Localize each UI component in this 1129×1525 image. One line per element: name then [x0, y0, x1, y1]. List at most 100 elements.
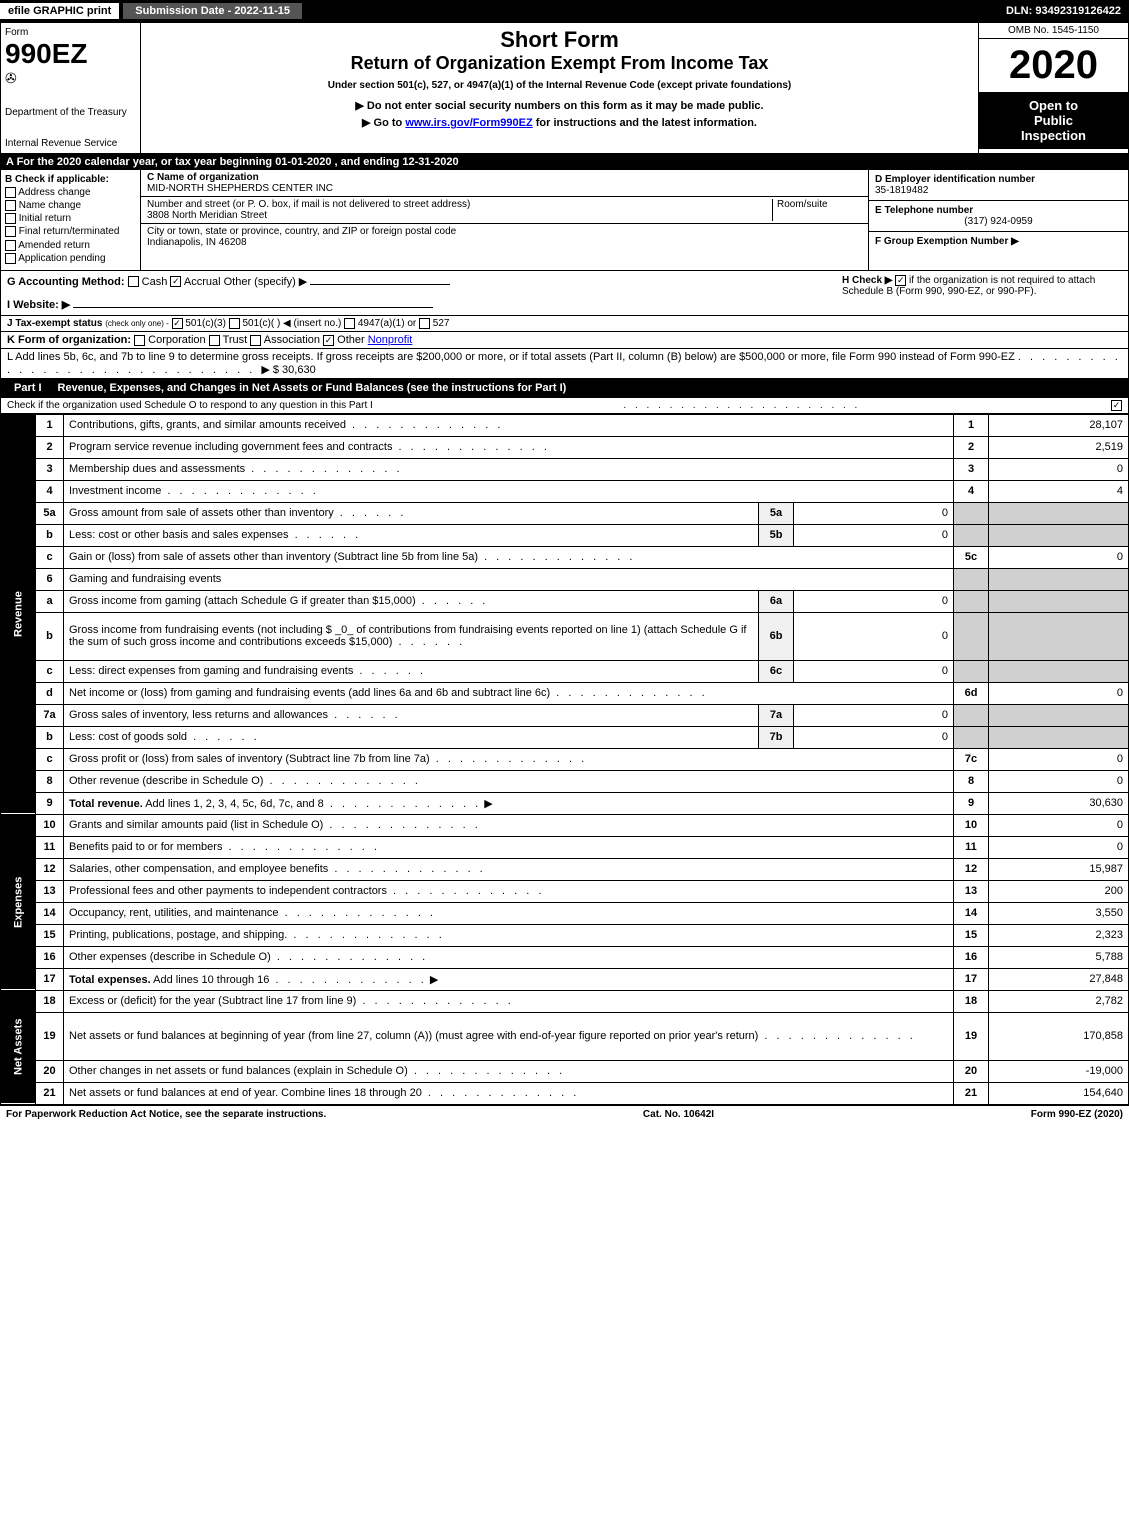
- line-l: L Add lines 5b, 6c, and 7b to line 9 to …: [0, 349, 1129, 379]
- line-k: K Form of organization: Corporation Trus…: [0, 332, 1129, 349]
- col-value: 154,640: [989, 1082, 1129, 1104]
- line-desc: Printing, publications, postage, and shi…: [64, 924, 954, 946]
- sub-line-val: 0: [794, 726, 954, 748]
- line-h: H Check ▶ if the organization is not req…: [842, 275, 1122, 311]
- col-value: -19,000: [989, 1060, 1129, 1082]
- header-right: OMB No. 1545-1150 2020 Open to Public In…: [978, 23, 1128, 153]
- do-not-enter: ▶ Do not enter social security numbers o…: [145, 99, 974, 112]
- ein-value: 35-1819482: [875, 185, 1122, 196]
- table-row: 16Other expenses (describe in Schedule O…: [1, 946, 1129, 968]
- line-desc: Other changes in net assets or fund bala…: [64, 1060, 954, 1082]
- col-number: 8: [954, 770, 989, 792]
- col-value: 30,630: [989, 792, 1129, 814]
- col-number: 5c: [954, 546, 989, 568]
- table-row: 2Program service revenue including gover…: [1, 436, 1129, 458]
- irs-link[interactable]: www.irs.gov/Form990EZ: [405, 117, 532, 129]
- cat-no: Cat. No. 10642I: [643, 1109, 714, 1120]
- header-left: Form 990EZ ✇ Department of the Treasury …: [1, 23, 141, 153]
- table-row: cLess: direct expenses from gaming and f…: [1, 660, 1129, 682]
- line-number: 17: [36, 968, 64, 990]
- part-1-title: Revenue, Expenses, and Changes in Net As…: [50, 382, 1123, 394]
- table-row: 14Occupancy, rent, utilities, and mainte…: [1, 902, 1129, 924]
- table-row: 17Total expenses. Add lines 10 through 1…: [1, 968, 1129, 990]
- col-number: 6d: [954, 682, 989, 704]
- line-number: b: [36, 524, 64, 546]
- gh-block: G Accounting Method: Cash Accrual Other …: [0, 271, 1129, 316]
- entity-block: B Check if applicable: Address change Na…: [0, 170, 1129, 271]
- line-j: J Tax-exempt status (check only one) - 5…: [0, 316, 1129, 332]
- table-row: 7aGross sales of inventory, less returns…: [1, 704, 1129, 726]
- section-c: C Name of organization MID-NORTH SHEPHER…: [141, 170, 868, 270]
- omb-number: OMB No. 1545-1150: [979, 23, 1128, 39]
- efile-label[interactable]: efile GRAPHIC print: [0, 3, 119, 19]
- col-number: 1: [954, 414, 989, 436]
- opt-name-change[interactable]: Name change: [5, 200, 136, 211]
- opt-application-pending[interactable]: Application pending: [5, 253, 136, 264]
- other-org-link[interactable]: Nonprofit: [368, 334, 413, 346]
- city-state-zip: Indianapolis, IN 46208: [147, 237, 862, 248]
- col-number: 21: [954, 1082, 989, 1104]
- col-number: 7c: [954, 748, 989, 770]
- section-b: B Check if applicable: Address change Na…: [1, 170, 141, 270]
- street-address: 3808 North Meridian Street: [147, 210, 772, 221]
- table-row: 8Other revenue (describe in Schedule O) …: [1, 770, 1129, 792]
- line-number: 10: [36, 814, 64, 836]
- side-label: Net Assets: [1, 990, 36, 1104]
- side-label: Expenses: [1, 814, 36, 990]
- sub-line-val: 0: [794, 502, 954, 524]
- col-number: 15: [954, 924, 989, 946]
- part-1-header: Part I Revenue, Expenses, and Changes in…: [0, 379, 1129, 397]
- line-desc: Program service revenue including govern…: [64, 436, 954, 458]
- col-value: 0: [989, 770, 1129, 792]
- opt-amended-return[interactable]: Amended return: [5, 240, 136, 251]
- table-row: bGross income from fundraising events (n…: [1, 612, 1129, 660]
- sub-line-num: 7b: [759, 726, 794, 748]
- f-label: F Group Exemption Number ▶: [875, 236, 1122, 247]
- opt-address-change[interactable]: Address change: [5, 187, 136, 198]
- col-value: 2,519: [989, 436, 1129, 458]
- line-number: d: [36, 682, 64, 704]
- submission-date: Submission Date - 2022-11-15: [123, 3, 302, 19]
- opt-final-return[interactable]: Final return/terminated: [5, 226, 136, 237]
- form-header: Form 990EZ ✇ Department of the Treasury …: [0, 22, 1129, 154]
- sub-line-val: 0: [794, 660, 954, 682]
- line-desc: Net income or (loss) from gaming and fun…: [64, 682, 954, 704]
- form-ref: Form 990-EZ (2020): [1031, 1109, 1123, 1120]
- dept-treasury: Department of the Treasury: [5, 107, 136, 118]
- line-number: 5a: [36, 502, 64, 524]
- irs-label: Internal Revenue Service: [5, 138, 136, 149]
- h-checkbox[interactable]: [895, 275, 906, 286]
- line-number: c: [36, 748, 64, 770]
- sub-line-val: 0: [794, 590, 954, 612]
- line-number: 1: [36, 414, 64, 436]
- line-number: 12: [36, 858, 64, 880]
- col-number: 4: [954, 480, 989, 502]
- line-desc: Net assets or fund balances at end of ye…: [64, 1082, 954, 1104]
- col-value: 0: [989, 814, 1129, 836]
- sub-line-num: 5b: [759, 524, 794, 546]
- line-number: 18: [36, 990, 64, 1012]
- opt-initial-return[interactable]: Initial return: [5, 213, 136, 224]
- form-number: 990EZ: [5, 38, 136, 70]
- col-number: 13: [954, 880, 989, 902]
- line-desc: Benefits paid to or for members . . . . …: [64, 836, 954, 858]
- table-row: 12Salaries, other compensation, and empl…: [1, 858, 1129, 880]
- line-g: G Accounting Method: Cash Accrual Other …: [7, 275, 842, 288]
- col-number: 18: [954, 990, 989, 1012]
- line-desc: Less: cost or other basis and sales expe…: [64, 524, 759, 546]
- sub-line-val: 0: [794, 612, 954, 660]
- table-row: 20Other changes in net assets or fund ba…: [1, 1060, 1129, 1082]
- line-desc: Gross amount from sale of assets other t…: [64, 502, 759, 524]
- part-1-checkbox[interactable]: [1111, 400, 1122, 411]
- line-desc: Gross income from gaming (attach Schedul…: [64, 590, 759, 612]
- col-value: 2,323: [989, 924, 1129, 946]
- col-value: 15,987: [989, 858, 1129, 880]
- table-row: cGross profit or (loss) from sales of in…: [1, 748, 1129, 770]
- dln-label: DLN: 93492319126422: [998, 3, 1129, 19]
- return-title: Return of Organization Exempt From Incom…: [145, 53, 974, 74]
- line-desc: Professional fees and other payments to …: [64, 880, 954, 902]
- col-number: 3: [954, 458, 989, 480]
- col-value: 2,782: [989, 990, 1129, 1012]
- line-number: c: [36, 546, 64, 568]
- line-desc: Occupancy, rent, utilities, and maintena…: [64, 902, 954, 924]
